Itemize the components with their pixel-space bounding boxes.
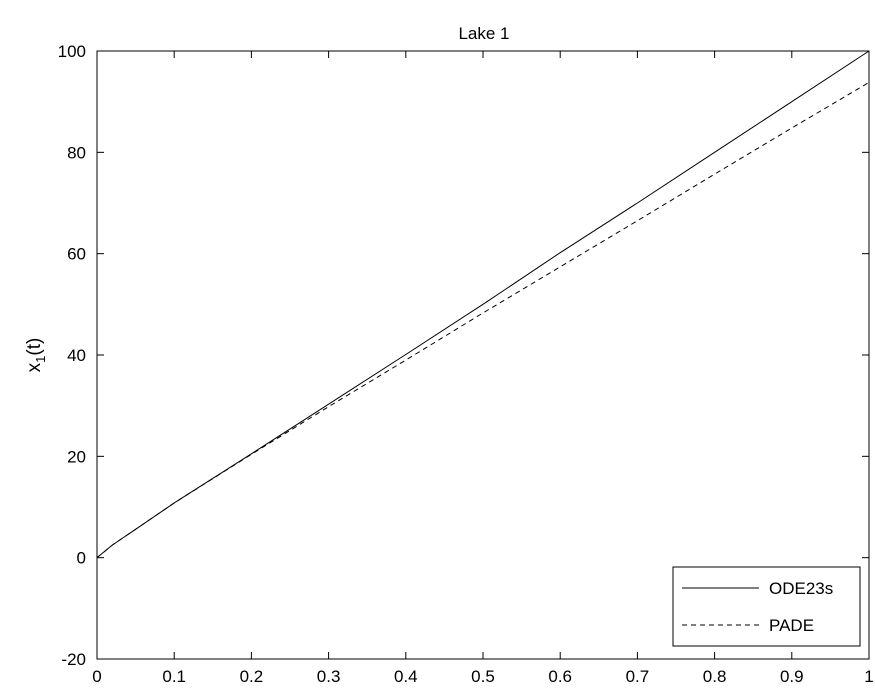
y-tick-label: -20	[61, 650, 86, 669]
y-axis-label-main: x	[24, 362, 45, 372]
legend-label-ode23s: ODE23s	[769, 579, 833, 598]
x-tick-label: 0.6	[548, 667, 572, 686]
y-tick-label: 0	[77, 549, 86, 568]
y-axis-label-subscript: 1	[33, 356, 48, 363]
y-tick-label: 80	[67, 143, 86, 162]
x-tick-label: 0.3	[317, 667, 341, 686]
x-tick-label: 0.2	[240, 667, 264, 686]
x-tick-label: 0	[92, 667, 101, 686]
chart-title: Lake 1	[458, 24, 509, 43]
y-tick-label: 20	[67, 447, 86, 466]
y-axis-label-suffix: (t)	[24, 338, 45, 356]
y-tick-label: 40	[67, 346, 86, 365]
plot-area: 0 0.1 0.2 0.3 0.4 0.5 0.6 0.7 0.8 0.9 1 -20 0 20 40 60 8…	[58, 42, 874, 686]
y-tick-label: 60	[67, 245, 86, 264]
y-tick-label: 100	[58, 42, 86, 61]
legend-box	[672, 566, 861, 647]
x-tick-label: 0.4	[394, 667, 418, 686]
x-tick-label: 0.8	[703, 667, 727, 686]
x-tick-label: 1	[864, 667, 873, 686]
x-tick-label: 0.9	[780, 667, 804, 686]
x-tick-label: 0.7	[626, 667, 650, 686]
legend-label-pade: PADE	[769, 616, 814, 635]
y-axis-label: x1(t)	[24, 338, 48, 373]
x-tick-label: 0.1	[162, 667, 186, 686]
x-tick-label: 0.5	[471, 667, 495, 686]
series-line-pade	[96, 81, 870, 559]
